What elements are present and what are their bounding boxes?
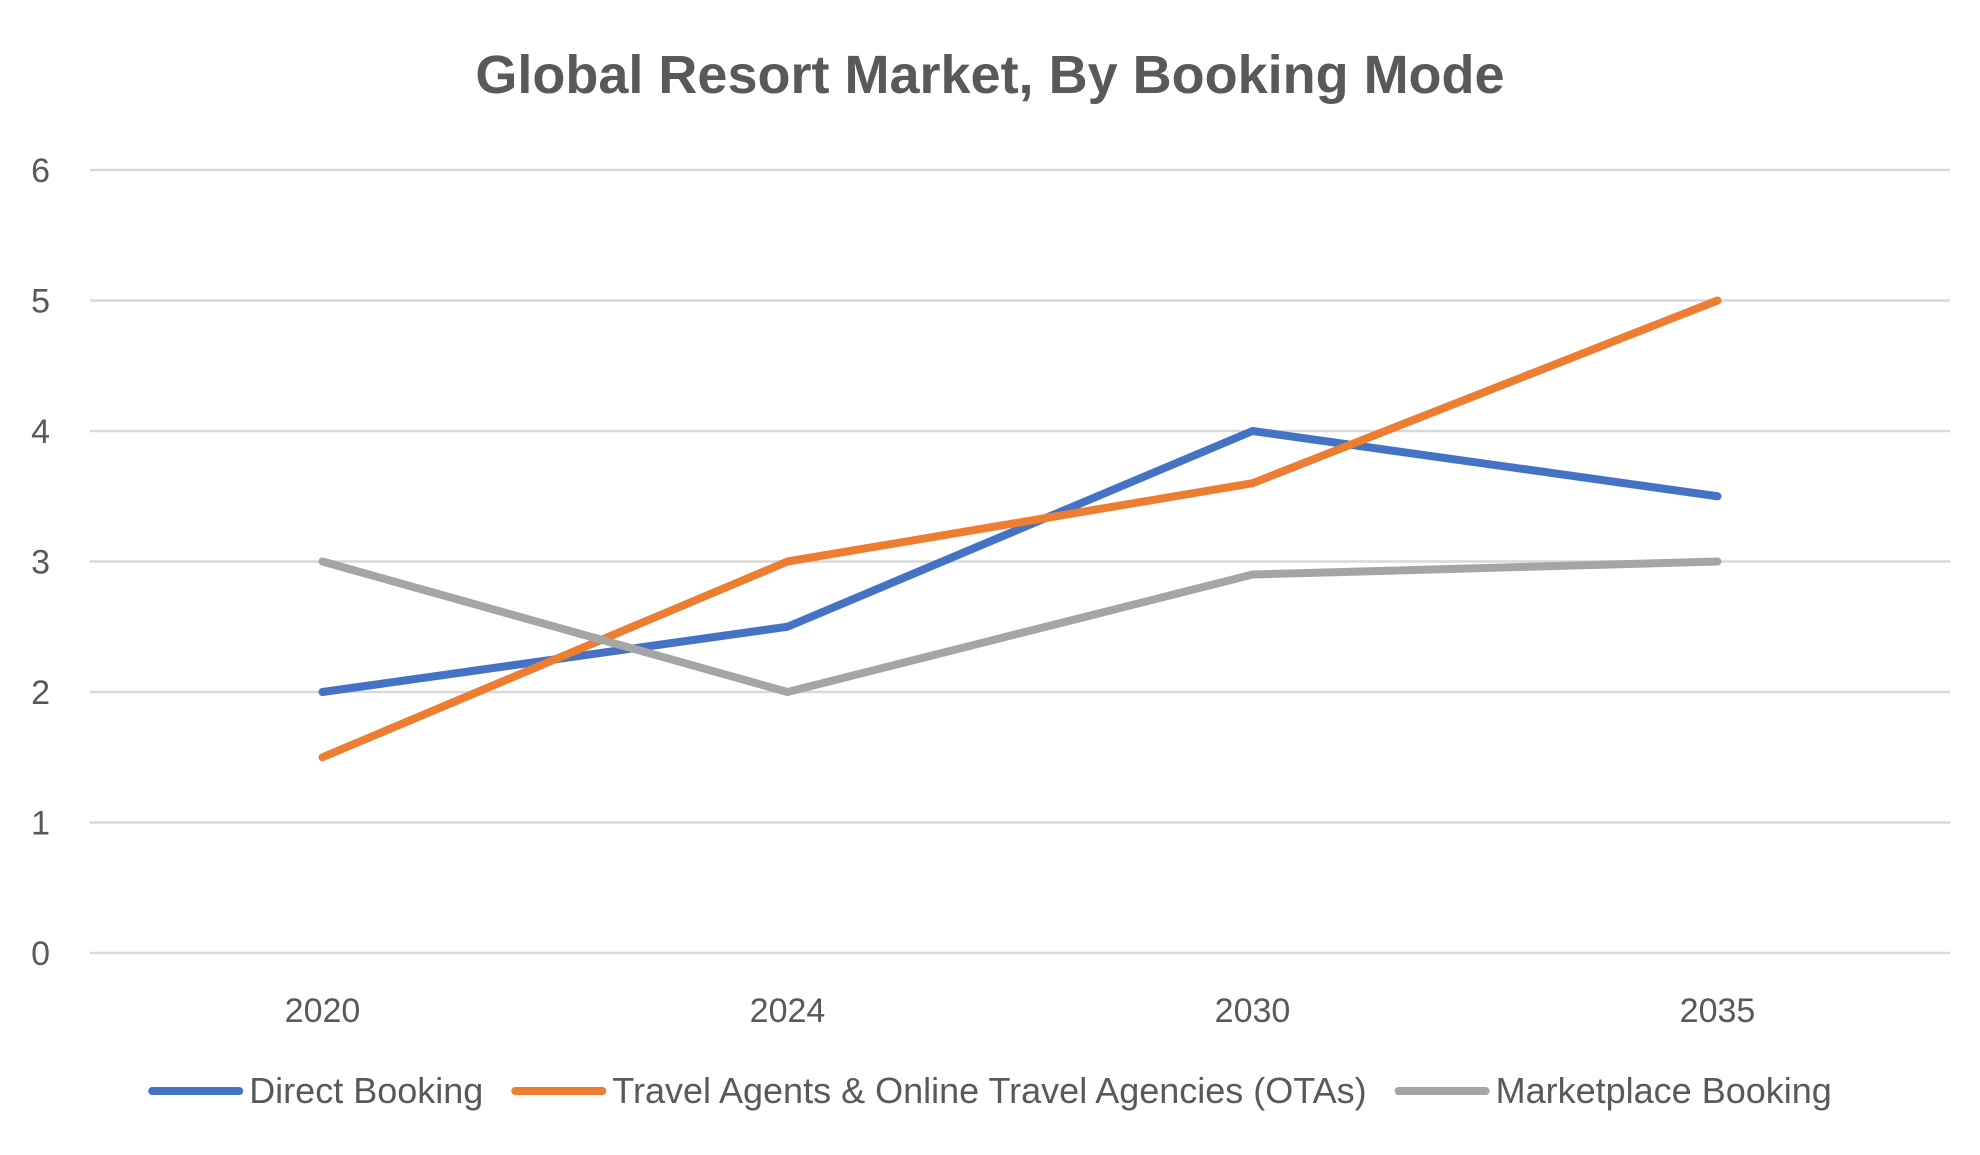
legend: Direct Booking Travel Agents & Online Tra… <box>148 1070 1832 1111</box>
x-tick-label: 2030 <box>1215 992 1291 1030</box>
grid-lines <box>90 168 1950 955</box>
legend-label-0: Direct Booking <box>249 1070 483 1111</box>
y-tick-label: 2 <box>31 674 50 712</box>
x-axis-ticks: 2020 2024 2030 2035 <box>285 992 1756 1030</box>
series-line-2 <box>318 557 1722 696</box>
y-tick-label: 1 <box>31 805 50 843</box>
series-line-1 <box>318 296 1722 762</box>
y-tick-label: 6 <box>31 152 50 190</box>
x-tick-label: 2035 <box>1680 992 1756 1030</box>
series-lines <box>318 296 1722 762</box>
y-tick-label: 0 <box>31 935 50 973</box>
x-tick-label: 2024 <box>750 992 826 1030</box>
y-tick-label: 3 <box>31 544 50 582</box>
y-tick-label: 5 <box>31 283 50 321</box>
y-axis-ticks: 0 1 2 3 4 5 6 <box>31 152 50 973</box>
legend-label-1: Travel Agents & Online Travel Agencies (… <box>612 1070 1366 1111</box>
legend-label-2: Marketplace Booking <box>1496 1070 1832 1111</box>
chart-title: Global Resort Market, By Booking Mode <box>475 45 1504 105</box>
y-tick-label: 4 <box>31 413 50 451</box>
x-tick-label: 2020 <box>285 992 361 1030</box>
